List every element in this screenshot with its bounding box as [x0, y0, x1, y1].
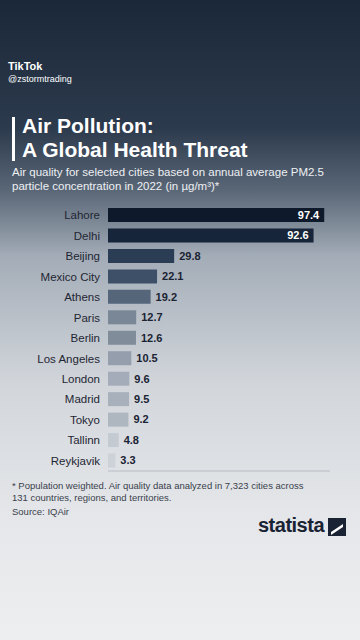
html-text:statista: statista: [258, 514, 324, 536]
svg-text:92.6: 92.6: [287, 229, 308, 241]
svg-text:3.3: 3.3: [120, 454, 135, 466]
html-text:Air quality for selected citie: Air quality for selected cities based on…: [12, 166, 324, 192]
html-text:TikTok: TikTok: [8, 60, 43, 72]
svg-text:Delhi: Delhi: [74, 230, 100, 242]
html-text:Source: IQAir: Source: IQAir: [12, 506, 69, 517]
svg-text:12.6: 12.6: [141, 332, 162, 344]
svg-text:22.1: 22.1: [162, 270, 183, 282]
svg-text:Athens: Athens: [64, 291, 100, 303]
html-text:@zstormtrading: @zstormtrading: [8, 74, 72, 84]
html-text:Air Pollution: A Global Health: Air Pollution: A Global Health Threat: [22, 114, 248, 161]
svg-text:Berlin: Berlin: [71, 332, 100, 344]
svg-text:12.7: 12.7: [141, 311, 162, 323]
svg-text:10.5: 10.5: [136, 352, 157, 364]
svg-text:Mexico City: Mexico City: [41, 271, 101, 283]
svg-text:Lahore: Lahore: [64, 209, 100, 221]
svg-text:97.4: 97.4: [298, 209, 320, 221]
svg-text:London: London: [62, 373, 100, 385]
svg-text:9.5: 9.5: [134, 393, 149, 405]
svg-text:19.2: 19.2: [156, 291, 177, 303]
svg-text:29.8: 29.8: [179, 250, 200, 262]
svg-text:Reykjavik: Reykjavik: [51, 455, 100, 467]
svg-text:Tallinn: Tallinn: [67, 434, 100, 446]
html-text:* Population weighted. Air qua: * Population weighted. Air quality data …: [12, 480, 304, 503]
svg-text:Tokyo: Tokyo: [70, 414, 100, 426]
svg-text:Madrid: Madrid: [65, 393, 100, 405]
svg-text:Los Angeles: Los Angeles: [37, 353, 100, 365]
svg-text:9.6: 9.6: [134, 373, 149, 385]
svg-text:Paris: Paris: [74, 312, 100, 324]
svg-text:9.2: 9.2: [133, 413, 148, 425]
svg-text:Beijing: Beijing: [65, 250, 100, 262]
svg-text:4.8: 4.8: [124, 434, 139, 446]
